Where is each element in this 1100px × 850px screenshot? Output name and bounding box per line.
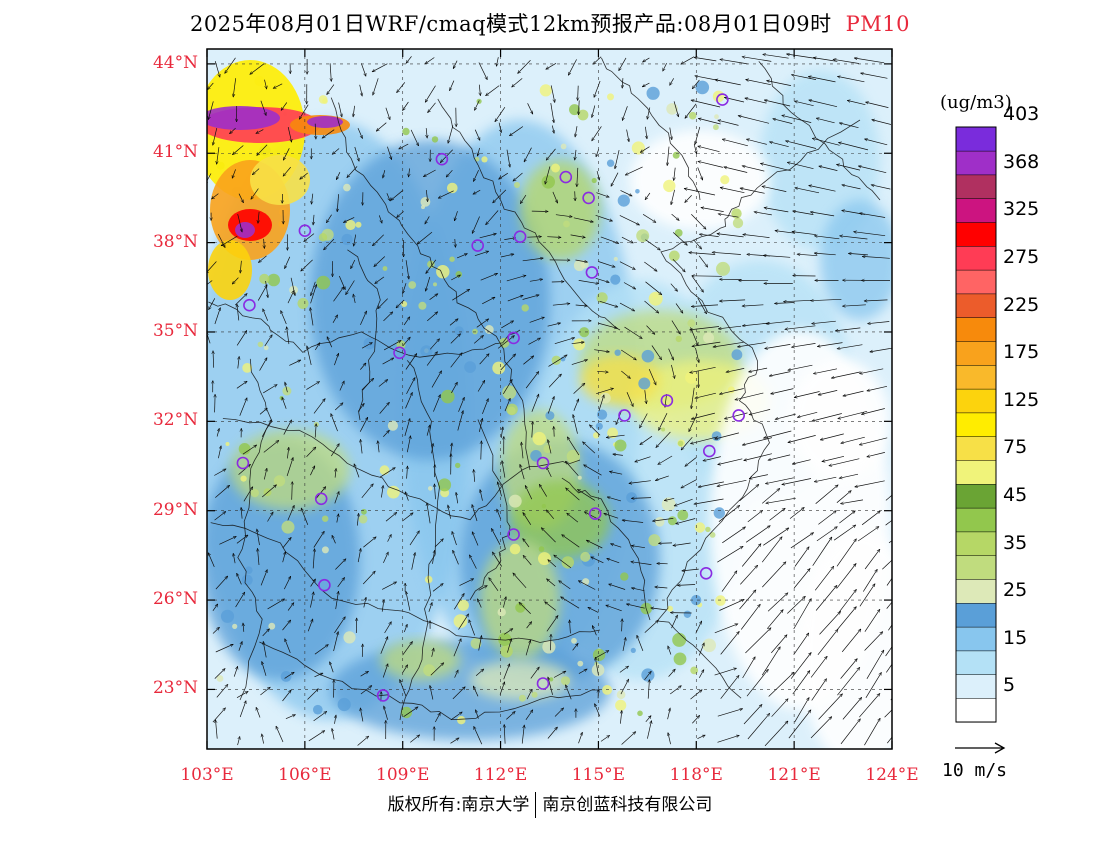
station-marker [393, 346, 406, 360]
colorbar-swatch [955, 293, 997, 318]
colorbar-swatch [955, 174, 997, 199]
station-marker [471, 239, 485, 252]
station-marker [559, 170, 573, 184]
colorbar-label: 125 [1003, 388, 1040, 411]
latitude-label: 29°N [152, 499, 198, 520]
station-marker [536, 677, 550, 690]
colorbar-swatch [955, 459, 997, 485]
colorbar-label: 45 [1003, 483, 1028, 506]
colorbar-label: 175 [1003, 341, 1040, 364]
station-marker [195, 624, 206, 635]
copyright-line: 版权所有:南京大学 南京创蓝科技有限公司 [0, 790, 1100, 818]
station-marker [513, 230, 527, 243]
longitude-label: 106°E [278, 765, 332, 785]
colorbar [955, 126, 997, 723]
longitude-label: 115°E [571, 765, 626, 785]
station-marker [582, 191, 595, 205]
colorbar-unit: (ug/m3) [940, 92, 1012, 113]
latitude-label: 38°N [152, 231, 198, 252]
station-marker [716, 93, 729, 106]
colorbar-swatch [955, 317, 997, 342]
colorbar-swatch [955, 245, 997, 271]
station-marker [618, 409, 631, 422]
longitude-label: 103°E [180, 765, 234, 785]
colorbar-swatch [955, 388, 997, 414]
pm10-concentration-field [207, 49, 892, 749]
colorbar-swatch [955, 626, 997, 652]
colorbar-swatch [955, 650, 997, 675]
station-marker [536, 456, 550, 470]
colorbar-label: 35 [1003, 531, 1028, 554]
station-marker [732, 409, 746, 422]
colorbar-swatch [955, 697, 997, 723]
colorbar-swatch [955, 555, 997, 580]
station-marker [318, 578, 331, 592]
colorbar-swatch [955, 126, 997, 152]
wind-reference-label: 10 m/s [942, 760, 1008, 781]
station-marker [314, 492, 328, 506]
colorbar-label: 225 [1003, 293, 1040, 316]
province-borders [208, 57, 881, 721]
station-marker [435, 152, 449, 166]
colorbar-swatch [955, 412, 997, 437]
longitude-label: 118°E [669, 765, 723, 785]
map-frame [206, 48, 893, 750]
wind-vectors [207, 54, 892, 747]
station-marker [243, 298, 256, 312]
station-marker [702, 444, 716, 458]
colorbar-swatch [955, 340, 997, 366]
latitude-label: 23°N [152, 678, 198, 699]
colorbar-swatch [955, 221, 997, 247]
colorbar-swatch [955, 269, 997, 295]
latitude-label: 41°N [152, 142, 198, 163]
station-marker [699, 566, 713, 580]
latitude-label: 32°N [152, 410, 198, 431]
copyright-left: 版权所有:南京大学 [387, 795, 530, 815]
colorbar-label: 275 [1003, 245, 1040, 268]
longitude-label: 124°E [865, 765, 919, 785]
station-marker [507, 528, 520, 541]
colorbar-swatch [955, 150, 997, 176]
colorbar-swatch [955, 364, 997, 390]
colorbar-label: 25 [1003, 579, 1028, 602]
longitude-label: 112°E [473, 765, 528, 785]
station-marker [376, 689, 390, 702]
axis-ticks [206, 49, 893, 749]
colorbar-swatch [955, 602, 997, 628]
station-marker [588, 507, 602, 521]
station-marker [298, 224, 312, 237]
colorbar-label: 325 [1003, 198, 1040, 221]
colorbar-label: 75 [1003, 436, 1028, 459]
colorbar-swatch [955, 483, 997, 509]
copyright-divider [535, 792, 537, 818]
station-markers [195, 93, 746, 702]
colorbar-label: 368 [1003, 150, 1040, 173]
wind-reference-arrow [955, 742, 1006, 754]
colorbar-swatch [955, 436, 997, 461]
latitude-label: 35°N [152, 320, 198, 341]
map-title: 2025年08月01日WRF/cmaq模式12km预报产品:08月01日09时 P… [0, 8, 1100, 38]
colorbar-swatch [955, 674, 997, 699]
latitude-label: 26°N [152, 589, 198, 610]
copyright-right: 南京创蓝科技有限公司 [542, 795, 713, 815]
pollutant-label: PM10 [845, 12, 911, 36]
graticule [207, 49, 892, 749]
station-marker [585, 266, 599, 279]
colorbar-label: 403 [1003, 103, 1040, 126]
colorbar-label: 15 [1003, 626, 1028, 649]
colorbar-swatch [955, 578, 997, 604]
colorbar-swatch [955, 531, 997, 556]
title-main: 2025年08月01日WRF/cmaq模式12km预报产品:08月01日09时 [189, 12, 832, 36]
station-marker [660, 394, 674, 407]
station-marker [236, 456, 250, 470]
latitude-label: 44°N [152, 52, 198, 73]
longitude-label: 109°E [376, 765, 430, 785]
colorbar-swatch [955, 198, 997, 223]
station-marker [507, 331, 520, 345]
colorbar-swatch [955, 507, 997, 533]
longitude-label: 121°E [767, 765, 821, 785]
colorbar-label: 5 [1003, 674, 1016, 697]
